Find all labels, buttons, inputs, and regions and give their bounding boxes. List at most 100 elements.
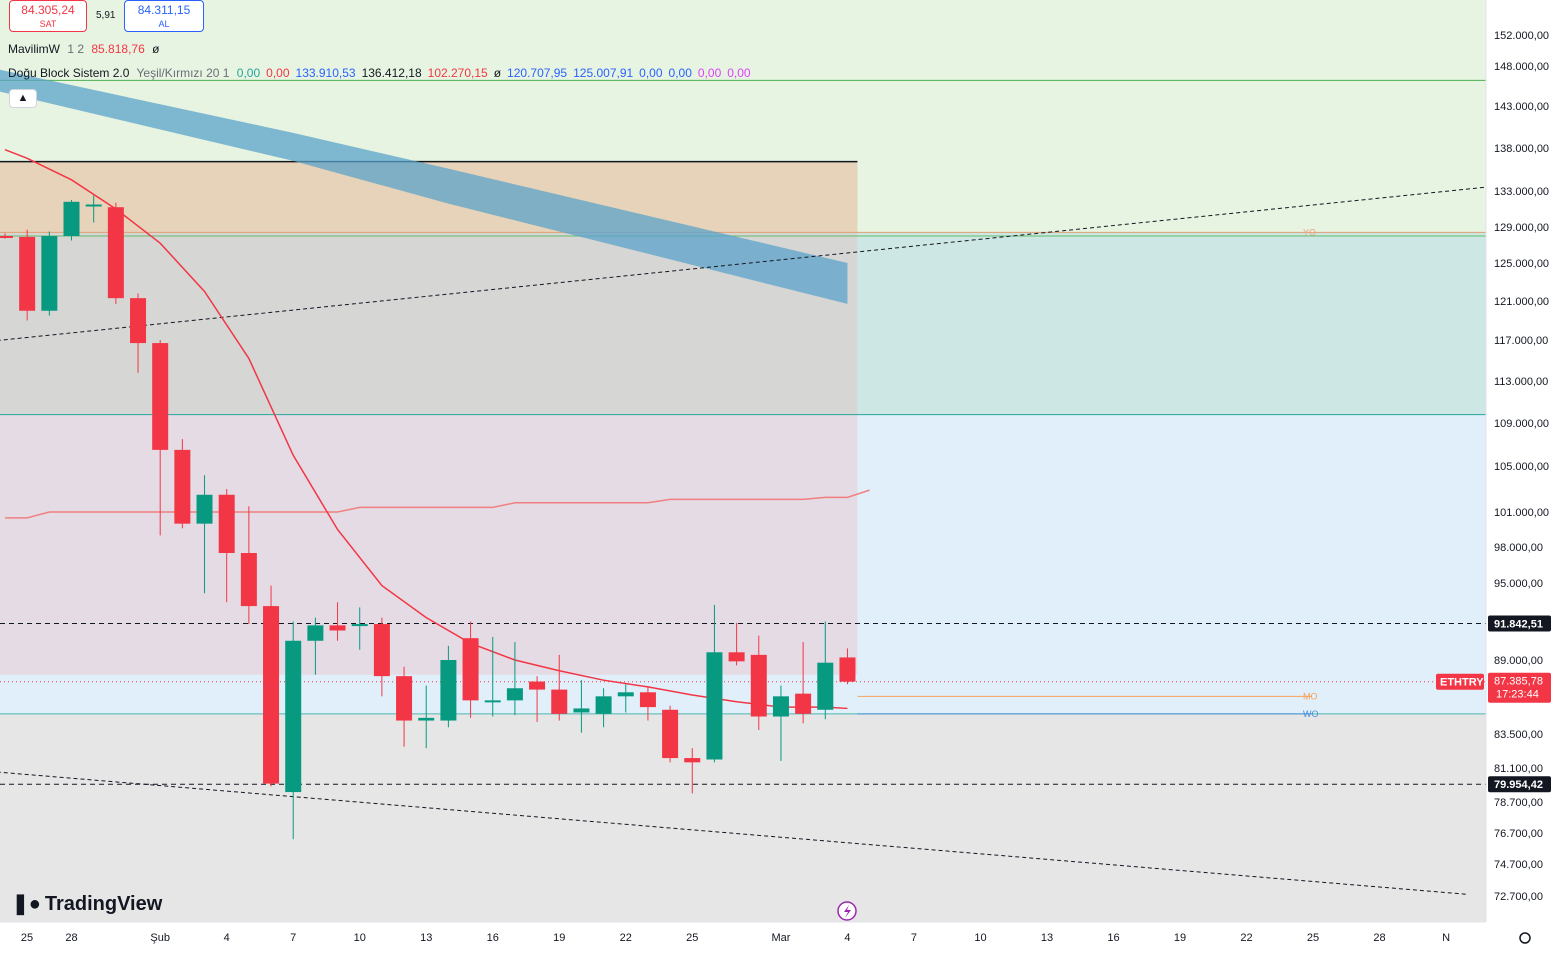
candle-body [285,640,302,793]
x-tick-label: 7 [911,932,917,944]
candle-body [772,696,789,717]
y-tick-label: 143.000,00 [1494,101,1549,113]
y-tick-label: 129.000,00 [1494,222,1549,234]
collapse-legend-button[interactable]: ▲ [9,89,37,108]
x-tick-label: 13 [1041,932,1053,944]
legend-dogu-value: 136.412,18 [361,66,422,80]
sell-price-box[interactable]: 84.305,24 SAT [9,0,87,32]
candle-body [684,758,701,763]
x-tick-label: 25 [21,932,33,944]
buy-price: 84.311,15 [137,3,191,17]
y-tick-label: 89.000,00 [1494,655,1543,667]
candle-body [617,692,634,697]
candle-body [440,660,457,721]
x-tick-label: 4 [844,932,850,944]
x-tick-label: 22 [1240,932,1252,944]
x-tick-label: 13 [420,932,432,944]
legend-mavilim-value: 85.818,76 [91,42,145,56]
time-axis [0,922,1563,953]
candle-body [107,207,124,299]
legend-dogu-params: Yeşil/Kırmızı 20 1 [136,66,230,80]
candle-body [706,652,723,760]
candle-body [839,657,856,682]
level-tag-label: WO [1303,709,1319,719]
y-tick-label: 83.500,00 [1494,729,1543,741]
candle-body [551,689,568,714]
buy-price-box[interactable]: 84.311,15 AL [124,0,204,32]
legend-dogu[interactable]: Doğu Block Sistem 2.0 Yeşil/Kırmızı 20 1… [8,66,761,80]
base-line [5,489,870,519]
x-tick-label: 22 [620,932,632,944]
candle-body [130,298,147,344]
legend-dogu-value: 120.707,95 [507,66,568,80]
candle-body [506,688,523,701]
spread-value: 5,91 [96,10,116,21]
lightning-icon-bolt [844,905,851,918]
candle-body [218,494,235,553]
candle-body [329,625,346,631]
y-tick-label: 113.000,00 [1494,376,1548,388]
last-price-countdown: 17:23:44 [1496,689,1539,701]
candle-body [307,625,324,641]
candle-body [662,709,679,759]
candle-body [0,236,13,238]
gear-icon[interactable] [1519,932,1531,944]
candle-body [351,624,368,627]
tradingview-logo-mark: ❚● [12,893,41,915]
y-tick-label: 138.000,00 [1494,143,1549,155]
trendline [0,771,1469,895]
y-tick-label: 105.000,00 [1494,461,1549,473]
buy-label: AL [158,19,170,29]
candle-body [63,201,80,236]
candle-body [240,553,257,607]
x-tick-label: Mar [771,932,790,944]
chevron-up-icon: ▲ [17,92,29,104]
x-tick-label: 7 [290,932,296,944]
tradingview-logo: ❚● TradingView [12,891,162,916]
sell-price: 84.305,24 [21,3,75,17]
level-tag-label: YO [1303,227,1316,237]
candle-body [462,638,479,701]
candle-body [529,681,546,690]
last-price-tag [1488,672,1551,703]
y-tick-label: 76.700,00 [1494,828,1543,840]
legend-dogu-value: 0,00 [639,66,663,80]
legend-mavilim-name: MavilimW [8,42,60,56]
candle-body [639,692,656,708]
x-tick-label: 19 [553,932,565,944]
legend-dogu-value: 0,00 [266,66,290,80]
x-tick-label: 28 [1373,932,1385,944]
sell-label: SAT [39,19,57,29]
candle-body [85,204,102,207]
x-tick-label: 10 [974,932,986,944]
tradingview-logo-text: TradingView [44,893,163,915]
x-tick-label: N [1442,932,1450,944]
candle-body [396,676,413,721]
candle-body [152,343,169,450]
y-tick-label: 72.700,00 [1494,891,1543,903]
y-tick-label: 74.700,00 [1494,859,1543,871]
x-tick-label: 28 [65,932,77,944]
x-tick-label: 25 [686,932,698,944]
legend-mavilim-symbol: ø [152,42,160,56]
candle-body [19,236,36,311]
trendline [0,186,1491,341]
price-level-tag-label: 79.954,42 [1494,779,1543,791]
price-level-tag [1488,776,1551,793]
legend-dogu-value: ø [493,66,502,80]
legend-mavilim[interactable]: MavilimW 1 2 85.818,76 ø [8,42,163,56]
symbol-tag-label: ETHTRY [1440,677,1484,689]
x-tick-label: Şub [150,932,170,944]
x-tick-label: 16 [487,932,499,944]
candle-body [795,693,812,714]
y-tick-label: 109.000,00 [1494,418,1549,430]
y-tick-label: 117.000,00 [1494,335,1548,347]
x-tick-label: 4 [224,932,230,944]
y-tick-label: 148.000,00 [1494,61,1549,73]
zone-band [0,0,1486,233]
legend-mavilim-params: 1 2 [67,42,85,56]
price-level-tag-label: 91.842,51 [1494,619,1543,631]
price-level-tag [1488,615,1551,632]
y-tick-label: 125.000,00 [1494,258,1549,270]
